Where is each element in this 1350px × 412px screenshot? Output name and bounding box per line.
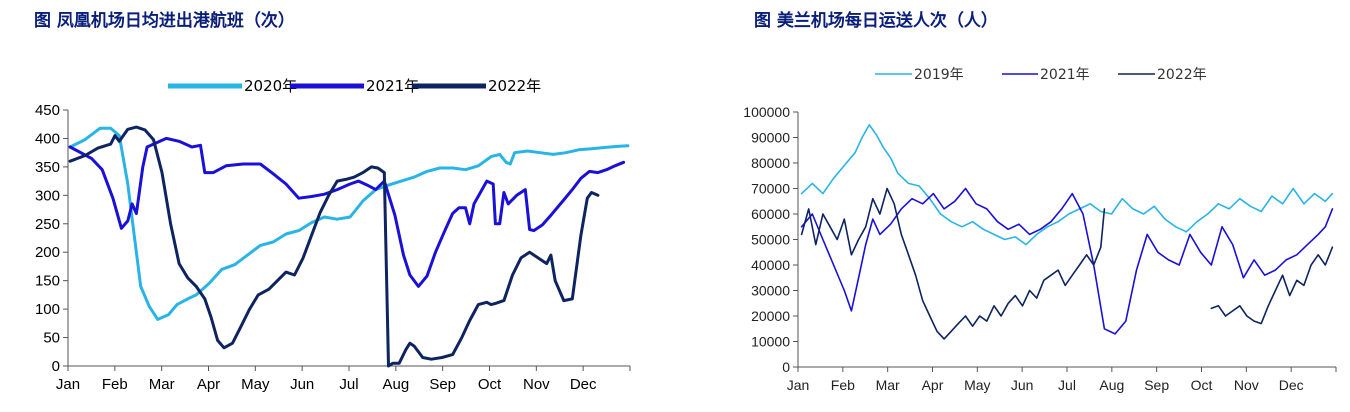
y-tick-label: 90000 xyxy=(751,130,790,146)
chart-panel-passengers: 图 美兰机场每日运送人次（人） 0 10000 20000 30000 40000 500… xyxy=(700,0,1350,412)
y-tick-label: 450 xyxy=(35,102,60,119)
legend-label: 2021年 xyxy=(366,77,419,95)
x-tick-label: Aug xyxy=(382,376,409,393)
x-tick-label: Sep xyxy=(1144,377,1169,393)
chart-title: 图 美兰机场每日运送人次（人） xyxy=(754,11,998,31)
y-tick-label: 100000 xyxy=(743,104,790,120)
flights-line-chart: 0 50 100 150 200 250 300 350 400 450 Jan Feb Mar Apr M… xyxy=(35,77,631,393)
x-tick-label: Jan xyxy=(56,376,80,393)
x-tick-label: Jan xyxy=(787,377,810,393)
x-tick-label: Mar xyxy=(876,377,900,393)
x-tick-label: Jul xyxy=(1058,377,1076,393)
legend-label: 2022年 xyxy=(1157,67,1207,83)
series-line-2019 xyxy=(800,124,1334,246)
y-tick-label: 200 xyxy=(35,244,60,261)
x-tick-label: Apr xyxy=(197,376,220,393)
y-tick-label: 30000 xyxy=(751,283,790,299)
y-tick-label: 0 xyxy=(52,358,60,375)
x-tick-label: Nov xyxy=(523,376,550,393)
x-tick-label: Nov xyxy=(1234,377,1259,393)
y-tick-label: 100 xyxy=(35,301,60,318)
x-tick-label: Feb xyxy=(102,376,128,393)
y-tick-label: 20000 xyxy=(751,308,790,324)
x-tick-label: Dec xyxy=(570,376,597,393)
y-tick-label: 50 xyxy=(43,330,60,347)
legend-label: 2020年 xyxy=(244,77,297,95)
y-tick-label: 150 xyxy=(35,273,60,290)
series-line-2020 xyxy=(68,126,630,321)
y-tick-label: 300 xyxy=(35,187,60,204)
series-line-2021 xyxy=(800,187,1334,335)
series-line-2022 xyxy=(800,187,1334,340)
passengers-line-chart: 0 10000 20000 30000 40000 50000 60000 70000 8000… xyxy=(743,67,1337,393)
y-tick-label: 350 xyxy=(35,159,60,176)
x-tick-label: Jul xyxy=(339,376,358,393)
y-tick-label: 400 xyxy=(35,130,60,147)
x-tick-label: Mar xyxy=(149,376,175,393)
chart-title: 图 凤凰机场日均进出港航班（次） xyxy=(34,11,295,31)
y-tick-label: 70000 xyxy=(751,181,790,197)
legend-label: 2021年 xyxy=(1040,67,1090,83)
y-tick-label: 10000 xyxy=(751,334,790,350)
x-tick-label: Aug xyxy=(1099,377,1124,393)
x-tick-label: Jun xyxy=(1011,377,1034,393)
series-line-2022 xyxy=(68,125,600,368)
x-tick-label: May xyxy=(964,377,990,393)
x-tick-label: Jun xyxy=(290,376,314,393)
y-tick-label: 0 xyxy=(782,359,790,375)
series-line-2021 xyxy=(68,136,626,288)
legend-label: 2019年 xyxy=(914,67,964,83)
y-tick-label: 250 xyxy=(35,216,60,233)
y-tick-label: 60000 xyxy=(751,206,790,222)
x-tick-label: Oct xyxy=(478,376,502,393)
legend-label: 2022年 xyxy=(488,77,541,95)
x-tick-label: May xyxy=(241,376,270,393)
x-tick-label: Feb xyxy=(831,377,855,393)
y-tick-label: 80000 xyxy=(751,155,790,171)
y-tick-label: 50000 xyxy=(751,232,790,248)
chart-panel-flights: 图 凤凰机场日均进出港航班（次） 0 50 100 150 200 250 300 350 40… xyxy=(0,0,660,412)
x-tick-label: Apr xyxy=(922,377,944,393)
x-tick-label: Dec xyxy=(1279,377,1304,393)
y-tick-label: 40000 xyxy=(751,257,790,273)
x-tick-label: Oct xyxy=(1191,377,1213,393)
x-tick-label: Sep xyxy=(429,376,456,393)
